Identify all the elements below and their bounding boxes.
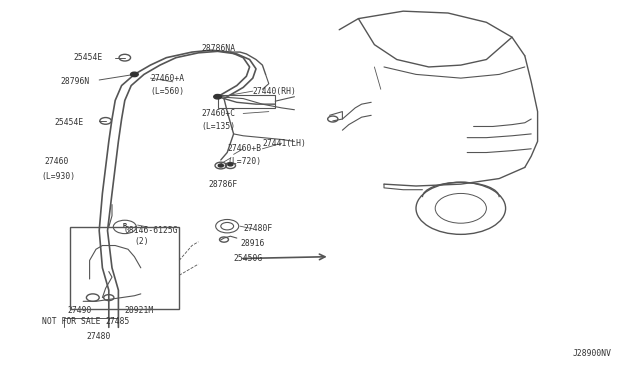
Text: (L=135): (L=135) xyxy=(202,122,236,131)
Bar xyxy=(218,95,275,108)
Text: 28786F: 28786F xyxy=(208,180,237,189)
Text: NOT FOR SALE: NOT FOR SALE xyxy=(42,317,100,326)
Text: 25454E: 25454E xyxy=(74,53,103,62)
Text: 28916: 28916 xyxy=(240,239,264,248)
Text: 27490: 27490 xyxy=(67,306,92,315)
Text: 27460+B: 27460+B xyxy=(227,144,261,153)
Text: 27440(RH): 27440(RH) xyxy=(253,87,297,96)
Text: J28900NV: J28900NV xyxy=(573,349,612,358)
Text: (2): (2) xyxy=(134,237,149,246)
Text: 27485: 27485 xyxy=(106,317,130,326)
Text: 25454E: 25454E xyxy=(54,118,84,127)
Bar xyxy=(70,227,179,309)
Text: 08146-6125G: 08146-6125G xyxy=(125,226,179,235)
Text: 27460+A: 27460+A xyxy=(150,74,184,83)
Text: 28786NA: 28786NA xyxy=(202,44,236,53)
Text: B: B xyxy=(123,223,127,229)
Text: 27480: 27480 xyxy=(86,332,111,341)
Text: (L=930): (L=930) xyxy=(42,172,76,181)
Text: 27441(LH): 27441(LH) xyxy=(262,139,307,148)
Text: 28796N: 28796N xyxy=(61,77,90,86)
Text: 28921M: 28921M xyxy=(125,306,154,315)
Text: 27480F: 27480F xyxy=(243,224,273,233)
Text: (L=560): (L=560) xyxy=(150,87,184,96)
Circle shape xyxy=(218,164,223,167)
Text: 27460+C: 27460+C xyxy=(202,109,236,118)
Circle shape xyxy=(131,72,138,77)
Circle shape xyxy=(214,94,221,99)
Text: 25450G: 25450G xyxy=(234,254,263,263)
Text: (L=720): (L=720) xyxy=(227,157,261,166)
Text: 27460: 27460 xyxy=(45,157,69,166)
Circle shape xyxy=(228,163,233,166)
